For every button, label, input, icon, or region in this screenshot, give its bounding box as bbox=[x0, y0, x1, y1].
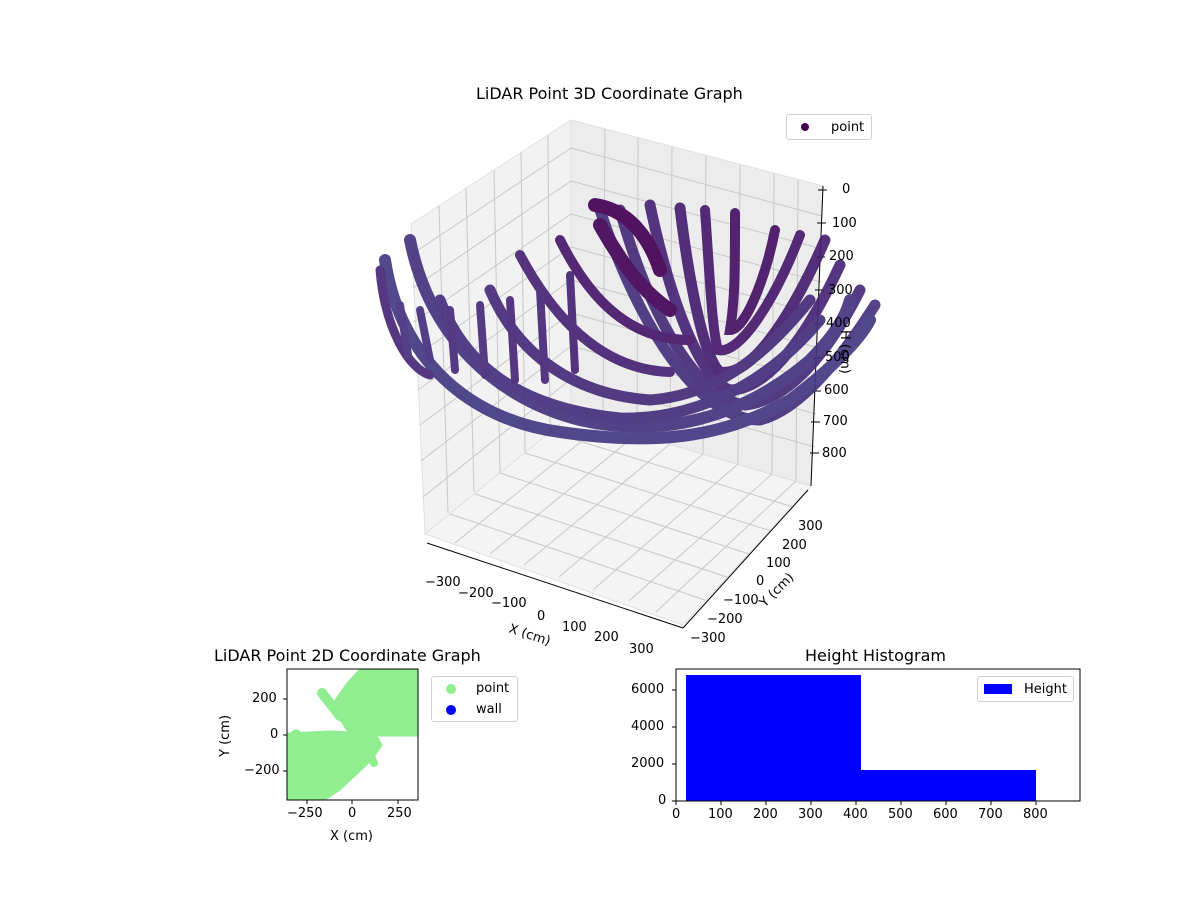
x-tick: 100 bbox=[708, 807, 733, 822]
legend-point-marker-icon bbox=[801, 123, 809, 131]
legend-wall-marker-icon bbox=[446, 704, 456, 715]
y-tick: 100 bbox=[766, 556, 791, 571]
y-tick: −100 bbox=[723, 593, 759, 608]
y-tick: 0 bbox=[658, 793, 667, 808]
x-tick: 100 bbox=[562, 620, 587, 635]
y-axis-label: Y (cm) bbox=[218, 714, 233, 757]
plot3d-legend: point bbox=[786, 114, 872, 140]
x-tick: 200 bbox=[753, 807, 778, 822]
x-tick: −200 bbox=[458, 586, 494, 601]
y-tick: 6000 bbox=[631, 682, 665, 697]
y-tick: −200 bbox=[707, 612, 743, 627]
z-tick: 0 bbox=[842, 182, 851, 197]
x-tick: 700 bbox=[978, 807, 1003, 822]
z-tick: 500 bbox=[825, 350, 850, 365]
x-tick: 250 bbox=[387, 806, 412, 821]
x-tick: 400 bbox=[843, 807, 868, 822]
x-tick: 600 bbox=[933, 807, 958, 822]
z-tick: 700 bbox=[823, 414, 848, 429]
z-axis-label: H (cm) bbox=[837, 330, 852, 374]
y-tick: 200 bbox=[252, 691, 277, 706]
y-tick: 300 bbox=[798, 519, 823, 534]
x-axis-label: X (cm) bbox=[330, 829, 373, 844]
z-tick: 600 bbox=[824, 383, 849, 398]
legend-height-swatch-icon bbox=[984, 684, 1012, 694]
plot3d-title: LiDAR Point 3D Coordinate Graph bbox=[476, 84, 743, 103]
legend-wall-label: wall bbox=[476, 702, 502, 717]
z-tick: 200 bbox=[829, 249, 854, 264]
x-tick: −300 bbox=[425, 575, 461, 590]
plot2d-title: LiDAR Point 2D Coordinate Graph bbox=[214, 646, 481, 665]
x-tick: 500 bbox=[888, 807, 913, 822]
z-tick: 800 bbox=[822, 446, 847, 461]
x-tick: 300 bbox=[798, 807, 823, 822]
y-tick: 4000 bbox=[631, 719, 665, 734]
x-tick: 0 bbox=[672, 807, 681, 822]
y-tick: −200 bbox=[244, 763, 280, 778]
x-tick: −250 bbox=[287, 806, 323, 821]
y-tick: 200 bbox=[782, 538, 807, 553]
x-tick: 800 bbox=[1023, 807, 1048, 822]
x-tick: 200 bbox=[594, 630, 619, 645]
legend-point-label: point bbox=[476, 681, 510, 696]
legend-point-label: point bbox=[831, 119, 865, 135]
x-tick: 300 bbox=[629, 642, 654, 657]
x-tick: 0 bbox=[348, 806, 357, 821]
y-tick: 2000 bbox=[631, 756, 665, 771]
x-tick: −100 bbox=[491, 596, 527, 611]
histogram-legend: Height bbox=[977, 676, 1074, 702]
histogram-title: Height Histogram bbox=[805, 646, 946, 665]
z-tick: 400 bbox=[826, 316, 851, 331]
z-tick: 100 bbox=[832, 216, 857, 231]
y-tick: 0 bbox=[756, 574, 765, 589]
z-tick: 300 bbox=[828, 283, 853, 298]
plot2d-legend: point wall bbox=[431, 676, 518, 722]
legend-point-marker-icon bbox=[446, 683, 456, 694]
point-cloud bbox=[375, 198, 881, 445]
y-tick: 0 bbox=[270, 727, 279, 742]
legend-height-label: Height bbox=[1024, 681, 1067, 697]
y-tick: −300 bbox=[690, 631, 726, 646]
x-tick: 0 bbox=[537, 609, 546, 624]
